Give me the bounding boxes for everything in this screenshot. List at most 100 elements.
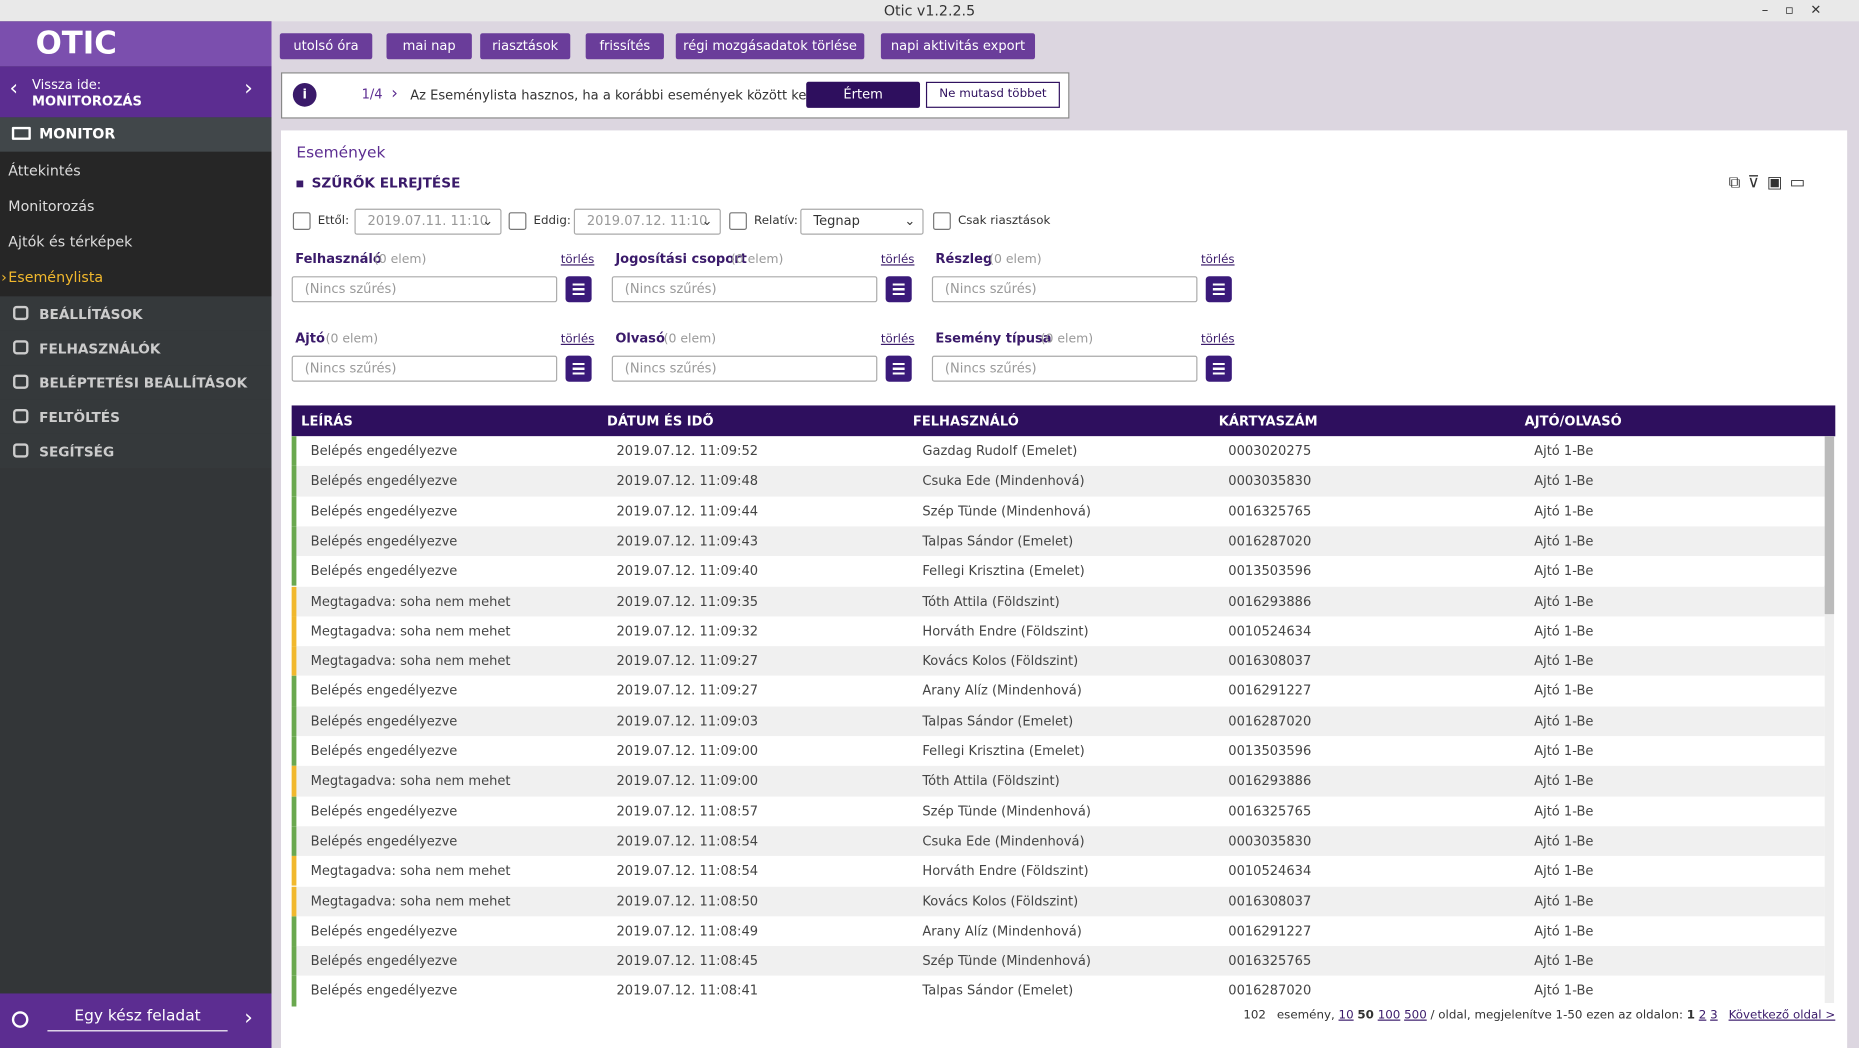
table-row[interactable]: Megtagadva: soha nem mehet 2019.07.12. 11… bbox=[291, 646, 1825, 677]
filters-toggle[interactable]: ▪ SZŰRŐK ELREJTÉSE bbox=[295, 174, 461, 191]
table-row[interactable]: Belépés engedélyezve 2019.07.12. 11:09:27… bbox=[291, 676, 1825, 707]
from-select[interactable]: 2019.07.11. 11:10 ⌄ bbox=[354, 208, 502, 235]
filter-input[interactable]: (Nincs szűrés) bbox=[611, 355, 878, 382]
menu-item[interactable]: Eseménylista bbox=[8, 269, 104, 286]
table-cell: Talpas Sándor (Emelet) bbox=[922, 983, 1074, 999]
filter-picker[interactable] bbox=[1205, 276, 1232, 303]
table-cell: 2019.07.12. 11:09:00 bbox=[616, 773, 759, 789]
toolbar-button[interactable]: régi mozgásadatok törlése bbox=[675, 33, 865, 60]
to-select[interactable]: 2019.07.12. 11:10 ⌄ bbox=[573, 208, 721, 235]
window-controls[interactable]: –▫✕ bbox=[1761, 2, 1838, 18]
page-link[interactable]: 3 bbox=[1710, 1008, 1718, 1022]
column-header[interactable]: KÁRTYASZÁM bbox=[1218, 413, 1318, 430]
table-cell: 2019.07.12. 11:08:54 bbox=[616, 863, 759, 879]
next-page[interactable]: Következő oldal > bbox=[1728, 1008, 1836, 1022]
tip-ok[interactable]: Értem bbox=[806, 81, 921, 108]
filter-picker[interactable] bbox=[1205, 355, 1232, 382]
table-cell: 0016325765 bbox=[1228, 803, 1312, 819]
table-row[interactable]: Belépés engedélyezve 2019.07.12. 11:09:52… bbox=[291, 436, 1825, 467]
tip-dismiss[interactable]: Ne mutasd többet bbox=[925, 81, 1060, 108]
table-row[interactable]: Belépés engedélyezve 2019.07.12. 11:08:54… bbox=[291, 826, 1825, 857]
table-cell: Belépés engedélyezve bbox=[310, 983, 458, 999]
to-checkbox[interactable] bbox=[508, 212, 527, 230]
filter-picker[interactable] bbox=[885, 276, 912, 303]
filter-clear[interactable]: törlés bbox=[1201, 253, 1235, 267]
table-row[interactable]: Megtagadva: soha nem mehet 2019.07.12. 11… bbox=[291, 766, 1825, 797]
filter-input[interactable]: (Nincs szűrés) bbox=[931, 355, 1198, 382]
toolbar-button[interactable]: napi aktivitás export bbox=[880, 33, 1036, 60]
page-size[interactable]: 50 bbox=[1357, 1008, 1374, 1022]
menu-item[interactable]: Ajtók és térképek bbox=[8, 233, 133, 251]
table-row[interactable]: Belépés engedélyezve 2019.07.12. 11:08:41… bbox=[291, 976, 1825, 1007]
filter-clear[interactable]: törlés bbox=[1201, 333, 1235, 347]
table-cell: Ajtó 1-Be bbox=[1534, 533, 1594, 549]
menu-section[interactable]: SEGÍTSÉG bbox=[39, 443, 115, 460]
table-row[interactable]: Belépés engedélyezve 2019.07.12. 11:09:43… bbox=[291, 526, 1825, 557]
filter-count: (0 elem) bbox=[1040, 331, 1094, 347]
filter-count: (0 elem) bbox=[663, 331, 717, 347]
filter-input[interactable]: (Nincs szűrés) bbox=[291, 276, 558, 303]
scrollbar[interactable] bbox=[1824, 436, 1835, 1003]
table-row[interactable]: Belépés engedélyezve 2019.07.12. 11:09:40… bbox=[291, 556, 1825, 587]
filter-clear[interactable]: törlés bbox=[560, 333, 595, 347]
task-footer[interactable]: Egy kész feladat › bbox=[0, 993, 272, 1048]
relative-checkbox[interactable] bbox=[729, 212, 747, 230]
table-row[interactable]: Belépés engedélyezve 2019.07.12. 11:09:48… bbox=[291, 466, 1825, 497]
page-size[interactable]: 100 bbox=[1377, 1008, 1401, 1022]
filter-clear[interactable]: törlés bbox=[880, 333, 915, 347]
table-cell: 0016287020 bbox=[1228, 533, 1312, 549]
menu-item[interactable]: Monitorozás bbox=[8, 197, 95, 215]
menu-monitor[interactable]: MONITOR bbox=[0, 117, 272, 152]
table-row[interactable]: Belépés engedélyezve 2019.07.12. 11:09:03… bbox=[291, 706, 1825, 737]
table-row[interactable]: Megtagadva: soha nem mehet 2019.07.12. 11… bbox=[291, 886, 1825, 917]
table-row[interactable]: Belépés engedélyezve 2019.07.12. 11:08:45… bbox=[291, 946, 1825, 977]
filter-clear[interactable]: törlés bbox=[880, 253, 915, 267]
toolbar-button[interactable]: mai nap bbox=[386, 33, 472, 60]
filter-input[interactable]: (Nincs szűrés) bbox=[611, 276, 878, 303]
filter-input[interactable]: (Nincs szűrés) bbox=[931, 276, 1198, 303]
column-header[interactable]: DÁTUM ÉS IDŐ bbox=[607, 413, 714, 430]
page-link[interactable]: 2 bbox=[1698, 1008, 1707, 1022]
table-row[interactable]: Belépés engedélyezve 2019.07.12. 11:08:49… bbox=[291, 916, 1825, 947]
table-cell: 2019.07.12. 11:09:32 bbox=[616, 623, 759, 639]
menu-icon bbox=[13, 305, 29, 321]
page-size[interactable]: 500 bbox=[1404, 1008, 1427, 1022]
back-nav[interactable]: ‹ › Vissza ide: MONITOROZÁS bbox=[0, 66, 272, 118]
column-header[interactable]: AJTÓ/OLVASÓ bbox=[1524, 413, 1622, 430]
filter-picker[interactable] bbox=[565, 355, 592, 382]
relative-select[interactable]: Tegnap ⌄ bbox=[800, 208, 924, 235]
menu-item[interactable]: Áttekintés bbox=[8, 162, 81, 180]
table-row[interactable]: Belépés engedélyezve 2019.07.12. 11:09:00… bbox=[291, 736, 1825, 767]
column-header[interactable]: LEÍRÁS bbox=[301, 413, 353, 430]
table-cell: Talpas Sándor (Emelet) bbox=[922, 533, 1074, 549]
table-row[interactable]: Belépés engedélyezve 2019.07.12. 11:09:44… bbox=[291, 496, 1825, 527]
panel-actions[interactable]: ⧉⊽▣▭ bbox=[1728, 173, 1813, 193]
monitor-icon bbox=[11, 126, 31, 140]
menu-section[interactable]: FELTÖLTÉS bbox=[39, 409, 120, 426]
filter-input[interactable]: (Nincs szűrés) bbox=[291, 355, 558, 382]
from-checkbox[interactable] bbox=[292, 212, 311, 230]
table-row[interactable]: Belépés engedélyezve 2019.07.12. 11:08:57… bbox=[291, 796, 1825, 827]
alarms-checkbox[interactable] bbox=[933, 212, 951, 230]
page-link[interactable]: 1 bbox=[1686, 1008, 1696, 1022]
table-cell: 2019.07.12. 11:09:43 bbox=[616, 533, 759, 549]
table-cell: 0016325765 bbox=[1228, 953, 1312, 969]
table-row[interactable]: Megtagadva: soha nem mehet 2019.07.12. 11… bbox=[291, 856, 1825, 887]
table-cell: 2019.07.12. 11:08:45 bbox=[616, 953, 759, 969]
column-header[interactable]: FELHASZNÁLÓ bbox=[912, 413, 1019, 430]
table-row[interactable]: Megtagadva: soha nem mehet 2019.07.12. 11… bbox=[291, 586, 1825, 617]
menu-section[interactable]: FELHASZNÁLÓK bbox=[39, 340, 161, 357]
table-cell: 0016308037 bbox=[1228, 893, 1312, 909]
tip-text: Az Eseménylista hasznos, ha a korábbi es… bbox=[410, 87, 831, 104]
menu-section[interactable]: BELÉPTETÉSI BEÁLLÍTÁSOK bbox=[39, 374, 248, 392]
filter-picker[interactable] bbox=[885, 355, 912, 382]
filter-name: Olvasó bbox=[615, 330, 665, 347]
toolbar-button[interactable]: utolsó óra bbox=[279, 33, 373, 60]
table-row[interactable]: Megtagadva: soha nem mehet 2019.07.12. 11… bbox=[291, 616, 1825, 647]
menu-section[interactable]: BEÁLLÍTÁSOK bbox=[39, 305, 143, 323]
toolbar-button[interactable]: riasztások bbox=[480, 33, 571, 60]
filter-clear[interactable]: törlés bbox=[560, 253, 595, 267]
page-size[interactable]: 10 bbox=[1338, 1008, 1354, 1022]
filter-picker[interactable] bbox=[565, 276, 592, 303]
toolbar-button[interactable]: frissítés bbox=[585, 33, 664, 60]
